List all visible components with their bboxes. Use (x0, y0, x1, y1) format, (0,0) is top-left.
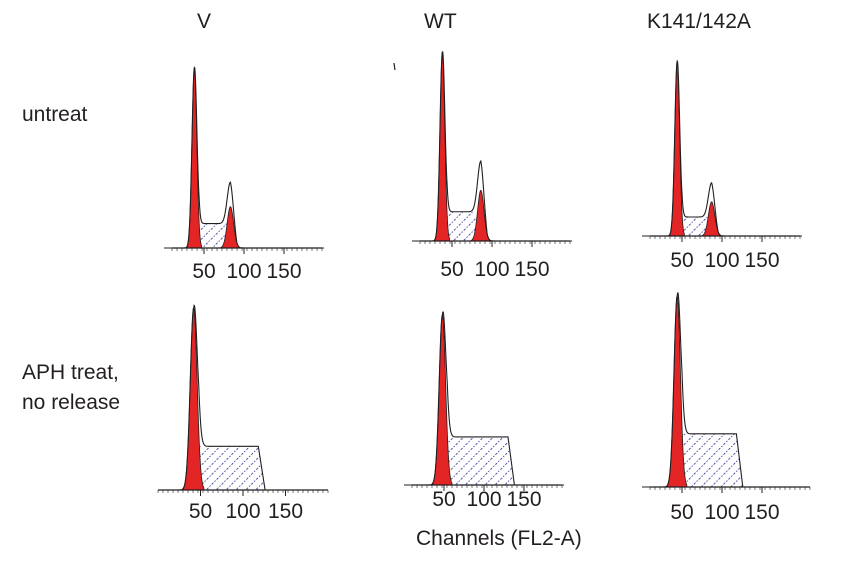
tick-label-100: 100 (226, 260, 261, 283)
s-phase-area (442, 436, 515, 485)
tick-label-100: 100 (466, 488, 501, 511)
envelope-trace (412, 51, 572, 242)
envelope-trace (164, 66, 324, 249)
stray-mark (393, 63, 396, 71)
tick-label-100: 100 (474, 258, 509, 281)
histogram-k141-142a-untreat: 50 100 150 (642, 59, 802, 272)
histogram-wt-untreat: 50 100 150 (412, 51, 572, 281)
envelope-trace (642, 59, 802, 237)
histogram-v-untreat: 50 100 150 (164, 66, 324, 283)
s-phase-area (677, 433, 743, 487)
tick-label-150: 150 (514, 258, 549, 281)
tick-label-150: 150 (744, 501, 779, 524)
tick-label-150: 150 (506, 488, 541, 511)
tick-label-50: 50 (440, 258, 463, 281)
histogram-k141-142a-aph: 50 100 150 (642, 292, 811, 524)
tick-label-50: 50 (189, 500, 212, 523)
tick-label-50: 50 (670, 249, 693, 272)
s-phase-area (193, 446, 266, 490)
tick-label-50: 50 (432, 488, 455, 511)
tick-label-100: 100 (704, 249, 739, 272)
tick-label-150: 150 (266, 260, 301, 283)
histogram-wt-aph: 50 100 150 (404, 311, 564, 511)
row-label-aph-treat: APH treat, no release (22, 361, 121, 414)
row-label-untreat: untreat (22, 103, 88, 126)
tick-label-100: 100 (225, 500, 260, 523)
x-axis-title: Channels (FL2-A) (416, 527, 582, 550)
column-label-v: V (197, 10, 212, 33)
tick-label-100: 100 (704, 501, 739, 524)
tick-label-50: 50 (670, 501, 693, 524)
histogram-v-aph: 50 100 150 (157, 304, 329, 523)
column-label-wt: WT (424, 10, 457, 33)
tick-label-150: 150 (268, 500, 303, 523)
column-label-k141-142a: K141/142A (647, 10, 751, 33)
tick-label-150: 150 (744, 249, 779, 272)
tick-label-50: 50 (192, 260, 215, 283)
